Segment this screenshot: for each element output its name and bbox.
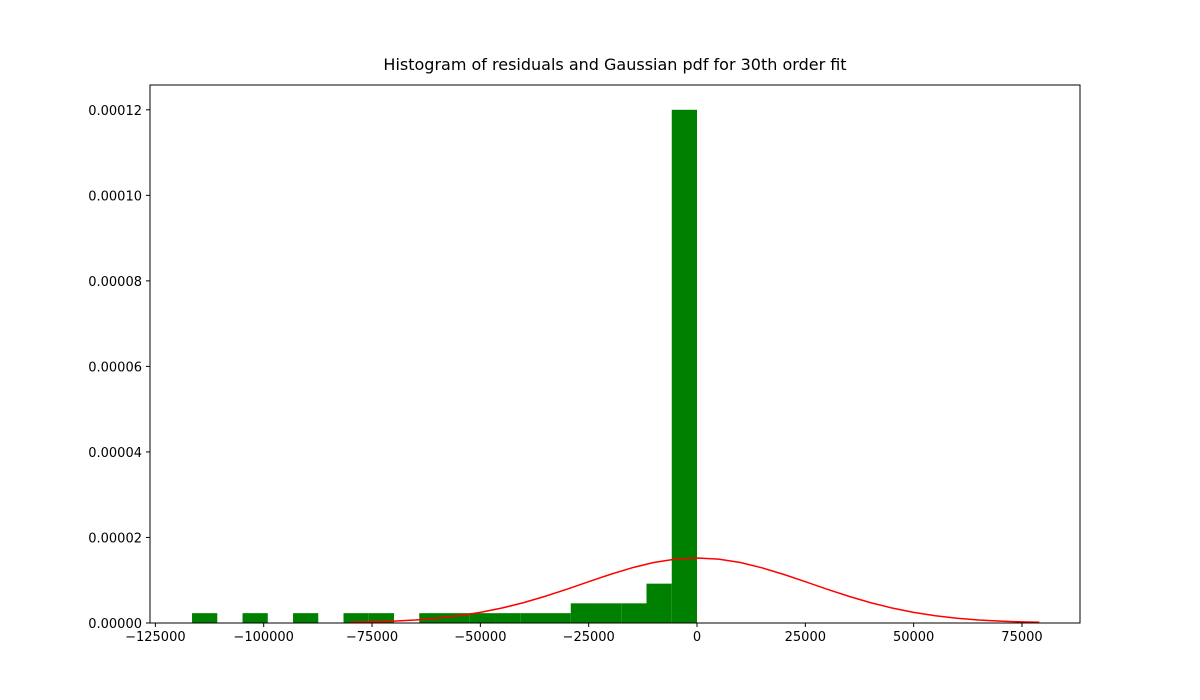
y-tick-label: 0.00012 xyxy=(88,104,142,119)
histogram-bar xyxy=(368,613,395,623)
y-tick-label: 0.00002 xyxy=(88,531,142,546)
histogram-bar xyxy=(621,603,647,623)
histogram-bar xyxy=(570,603,597,623)
x-tick-label: 50000 xyxy=(893,630,934,645)
histogram-bar xyxy=(495,613,521,623)
x-tick-label: −75000 xyxy=(346,630,398,645)
y-tick-label: 0.00008 xyxy=(88,275,142,290)
y-tick-label: 0.00010 xyxy=(88,189,142,204)
x-tick-label: 25000 xyxy=(785,630,826,645)
x-tick-label: 75000 xyxy=(1001,630,1042,645)
histogram-bar xyxy=(293,613,319,623)
x-tick-label: −25000 xyxy=(563,630,615,645)
x-tick-label: −100000 xyxy=(233,630,294,645)
histogram-bar xyxy=(242,613,268,623)
histogram-bar xyxy=(469,613,496,623)
histogram-bar xyxy=(192,613,218,623)
plot-frame xyxy=(149,84,1081,624)
histogram-bar xyxy=(520,613,546,623)
y-tick-label: 0.00004 xyxy=(88,446,142,461)
histogram-bar xyxy=(646,583,672,623)
histogram-bar xyxy=(671,109,698,624)
x-tick-label: −50000 xyxy=(454,630,506,645)
histogram-bar xyxy=(444,613,470,623)
histogram-bar xyxy=(596,603,622,623)
histogram-bar xyxy=(343,613,369,623)
y-tick-label: 0.00000 xyxy=(88,617,142,632)
chart-title: Histogram of residuals and Gaussian pdf … xyxy=(383,55,846,74)
x-tick-label: 0 xyxy=(693,630,701,645)
histogram-bar xyxy=(545,613,571,623)
gaussian-curve xyxy=(350,557,1040,624)
x-tick-label: −125000 xyxy=(125,630,186,645)
y-tick-label: 0.00006 xyxy=(88,360,142,375)
